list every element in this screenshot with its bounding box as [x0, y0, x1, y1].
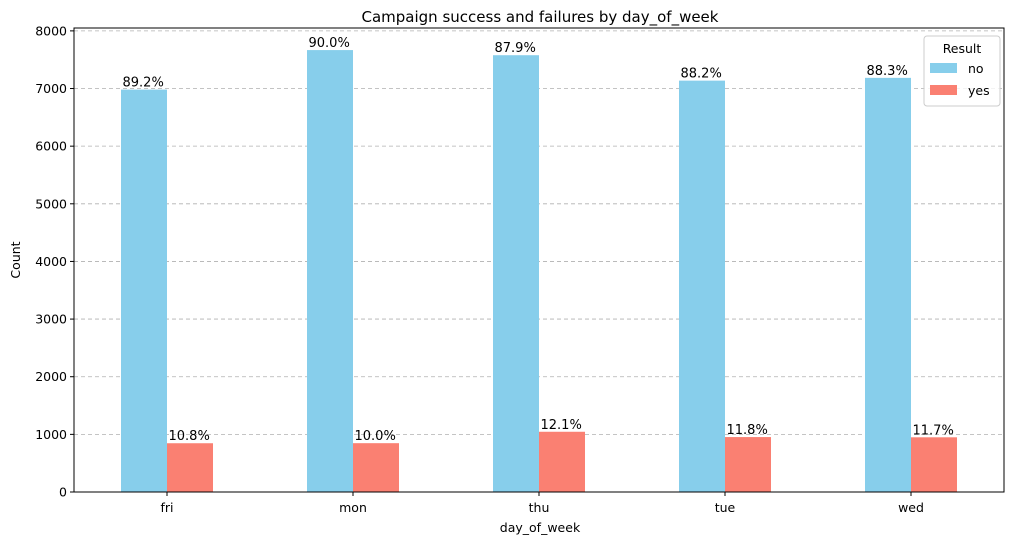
bar-label-tue-yes: 11.8% [727, 423, 768, 438]
bar-tue-yes [725, 437, 771, 492]
legend-label-yes: yes [968, 83, 990, 98]
legend-swatch-no [930, 63, 957, 73]
y-tick-label: 4000 [35, 254, 67, 269]
y-tick-label: 8000 [35, 23, 67, 38]
y-axis-label: Count [8, 241, 23, 278]
bar-label-fri-no: 89.2% [123, 76, 164, 91]
y-tick-label: 5000 [35, 196, 67, 211]
legend-swatch-yes [930, 85, 957, 95]
bar-label-thu-no: 87.9% [495, 41, 536, 56]
bars [121, 50, 957, 493]
x-tick-label: mon [339, 500, 367, 515]
bar-mon-no [307, 50, 353, 493]
x-tick-label: fri [160, 500, 173, 515]
bar-label-wed-yes: 11.7% [913, 423, 954, 438]
y-tick-label: 2000 [35, 369, 67, 384]
bar-wed-no [865, 77, 911, 492]
bar-label-wed-no: 88.3% [867, 64, 908, 79]
x-axis-ticks: fri mon thu tue wed [160, 492, 924, 515]
bar-label-tue-no: 88.2% [681, 67, 722, 82]
legend-label-no: no [968, 61, 984, 76]
bar-wed-yes [911, 437, 957, 492]
bar-label-mon-no: 90.0% [309, 36, 350, 51]
bar-label-fri-yes: 10.8% [169, 429, 210, 444]
legend-title: Result [943, 41, 982, 56]
y-tick-label: 7000 [35, 81, 67, 96]
chart-title: Campaign success and failures by day_of_… [362, 8, 719, 27]
y-axis-ticks: 0 1000 2000 3000 4000 5000 6000 7000 8000 [35, 23, 74, 500]
bar-value-labels: 89.2% 10.8% 90.0% 10.0% 87.9% 12.1% 88.2% 11.8%… [123, 36, 954, 444]
bar-tue-no [679, 80, 725, 492]
x-tick-label: wed [898, 500, 924, 515]
bar-thu-yes [539, 431, 585, 492]
y-tick-label: 0 [59, 485, 67, 500]
legend: Result no yes [923, 35, 1001, 107]
y-tick-label: 1000 [35, 427, 67, 442]
bar-label-mon-yes: 10.0% [355, 429, 396, 444]
bar-thu-no [493, 55, 539, 492]
bar-fri-no [121, 89, 167, 493]
x-axis-label: day_of_week [500, 520, 581, 535]
y-tick-label: 6000 [35, 139, 67, 154]
bar-fri-yes [167, 443, 213, 492]
x-tick-label: thu [529, 500, 550, 515]
y-tick-label: 3000 [35, 312, 67, 327]
bar-mon-yes [353, 443, 399, 492]
bar-label-thu-yes: 12.1% [541, 418, 582, 433]
x-tick-label: tue [715, 500, 736, 515]
